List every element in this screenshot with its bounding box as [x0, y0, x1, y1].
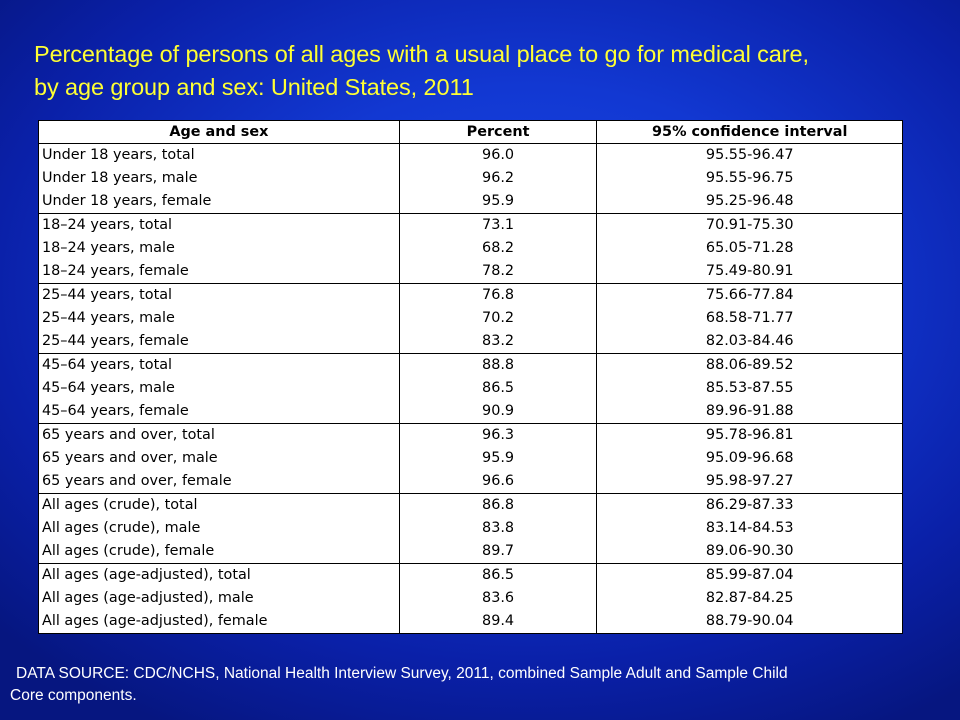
- data-table: Age and sex Percent 95% confidence inter…: [38, 120, 903, 634]
- table-row: Under 18 years, total 96.0 95.55-96.47: [38, 143, 903, 167]
- cell-confidence-interval: 89.96-91.88: [596, 400, 903, 424]
- column-header-age-and-sex: Age and sex: [38, 120, 400, 144]
- cell-percent: 96.3: [398, 423, 598, 447]
- table-row: 65 years and over, total 96.3 95.78-96.81: [38, 423, 903, 447]
- cell-age-and-sex: 45–64 years, total: [38, 353, 400, 377]
- cell-age-and-sex: 45–64 years, female: [38, 400, 400, 424]
- cell-percent: 95.9: [398, 190, 598, 214]
- table-row: All ages (crude), male 83.8 83.14-84.53: [38, 517, 903, 540]
- cell-age-and-sex: 25–44 years, male: [38, 307, 400, 330]
- table-row: 45–64 years, total 88.8 88.06-89.52: [38, 353, 903, 377]
- table-row: All ages (crude), female 89.7 89.06-90.30: [38, 540, 903, 564]
- cell-percent: 68.2: [398, 237, 598, 260]
- cell-age-and-sex: All ages (crude), male: [38, 517, 400, 540]
- slide-title-line-2: by age group and sex: United States, 201…: [34, 74, 474, 100]
- cell-age-and-sex: All ages (age-adjusted), total: [38, 563, 400, 587]
- table-row: 45–64 years, male 86.5 85.53-87.55: [38, 377, 903, 400]
- cell-percent: 83.6: [398, 587, 598, 610]
- cell-confidence-interval: 65.05-71.28: [596, 237, 903, 260]
- cell-percent: 76.8: [398, 283, 598, 307]
- cell-confidence-interval: 95.25-96.48: [596, 190, 903, 214]
- data-source-line-2: Core components.: [10, 687, 137, 704]
- cell-confidence-interval: 95.09-96.68: [596, 447, 903, 470]
- cell-age-and-sex: 25–44 years, female: [38, 330, 400, 354]
- cell-percent: 70.2: [398, 307, 598, 330]
- cell-confidence-interval: 95.55-96.47: [596, 143, 903, 167]
- cell-percent: 86.5: [398, 377, 598, 400]
- cell-confidence-interval: 95.55-96.75: [596, 167, 903, 190]
- cell-confidence-interval: 70.91-75.30: [596, 213, 903, 237]
- table-row: Under 18 years, male 96.2 95.55-96.75: [38, 167, 903, 190]
- slide-title: Percentage of persons of all ages with a…: [34, 38, 934, 104]
- cell-age-and-sex: 65 years and over, total: [38, 423, 400, 447]
- column-header-confidence-interval: 95% confidence interval: [596, 120, 903, 144]
- cell-percent: 90.9: [398, 400, 598, 424]
- table-row: All ages (crude), total 86.8 86.29-87.33: [38, 493, 903, 517]
- cell-age-and-sex: 18–24 years, male: [38, 237, 400, 260]
- cell-confidence-interval: 88.06-89.52: [596, 353, 903, 377]
- column-header-percent: Percent: [398, 120, 598, 144]
- cell-age-and-sex: All ages (age-adjusted), female: [38, 610, 400, 634]
- data-source-line-1: DATA SOURCE: CDC/NCHS, National Health I…: [16, 665, 788, 682]
- cell-percent: 88.8: [398, 353, 598, 377]
- table-row: 18–24 years, female 78.2 75.49-80.91: [38, 260, 903, 284]
- cell-age-and-sex: Under 18 years, female: [38, 190, 400, 214]
- table-row: 18–24 years, male 68.2 65.05-71.28: [38, 237, 903, 260]
- cell-age-and-sex: 65 years and over, male: [38, 447, 400, 470]
- cell-confidence-interval: 68.58-71.77: [596, 307, 903, 330]
- slide-title-line-1: Percentage of persons of all ages with a…: [34, 41, 809, 67]
- cell-age-and-sex: All ages (age-adjusted), male: [38, 587, 400, 610]
- cell-percent: 83.8: [398, 517, 598, 540]
- cell-confidence-interval: 85.99-87.04: [596, 563, 903, 587]
- cell-percent: 96.2: [398, 167, 598, 190]
- cell-confidence-interval: 83.14-84.53: [596, 517, 903, 540]
- cell-confidence-interval: 75.66-77.84: [596, 283, 903, 307]
- cell-confidence-interval: 75.49-80.91: [596, 260, 903, 284]
- cell-confidence-interval: 89.06-90.30: [596, 540, 903, 564]
- cell-percent: 96.0: [398, 143, 598, 167]
- table-row: All ages (age-adjusted), male 83.6 82.87-8…: [38, 587, 903, 610]
- cell-confidence-interval: 82.03-84.46: [596, 330, 903, 354]
- cell-percent: 96.6: [398, 470, 598, 494]
- cell-age-and-sex: Under 18 years, total: [38, 143, 400, 167]
- cell-confidence-interval: 82.87-84.25: [596, 587, 903, 610]
- table-row: 18–24 years, total 73.1 70.91-75.30: [38, 213, 903, 237]
- table-row: All ages (age-adjusted), female 89.4 88.79…: [38, 610, 903, 634]
- cell-percent: 89.4: [398, 610, 598, 634]
- table-body: Under 18 years, total 96.0 95.55-96.47 Unde…: [38, 143, 903, 634]
- cell-percent: 86.8: [398, 493, 598, 517]
- cell-age-and-sex: All ages (crude), total: [38, 493, 400, 517]
- cell-age-and-sex: 18–24 years, female: [38, 260, 400, 284]
- cell-percent: 89.7: [398, 540, 598, 564]
- cell-confidence-interval: 88.79-90.04: [596, 610, 903, 634]
- table-row: All ages (age-adjusted), total 86.5 85.99-…: [38, 563, 903, 587]
- table-row: 25–44 years, male 70.2 68.58-71.77: [38, 307, 903, 330]
- cell-age-and-sex: Under 18 years, male: [38, 167, 400, 190]
- cell-percent: 78.2: [398, 260, 598, 284]
- cell-age-and-sex: All ages (crude), female: [38, 540, 400, 564]
- table-row: 45–64 years, female 90.9 89.96-91.88: [38, 400, 903, 424]
- table-row: 65 years and over, male 95.9 95.09-96.68: [38, 447, 903, 470]
- cell-age-and-sex: 45–64 years, male: [38, 377, 400, 400]
- cell-percent: 73.1: [398, 213, 598, 237]
- cell-age-and-sex: 18–24 years, total: [38, 213, 400, 237]
- table-row: 65 years and over, female 96.6 95.98-97.27: [38, 470, 903, 494]
- cell-age-and-sex: 65 years and over, female: [38, 470, 400, 494]
- table-row: 25–44 years, total 76.8 75.66-77.84: [38, 283, 903, 307]
- cell-confidence-interval: 95.78-96.81: [596, 423, 903, 447]
- data-source-note: DATA SOURCE: CDC/NCHS, National Health I…: [10, 663, 950, 707]
- cell-confidence-interval: 86.29-87.33: [596, 493, 903, 517]
- cell-confidence-interval: 85.53-87.55: [596, 377, 903, 400]
- cell-percent: 83.2: [398, 330, 598, 354]
- table-row: 25–44 years, female 83.2 82.03-84.46: [38, 330, 903, 354]
- cell-age-and-sex: 25–44 years, total: [38, 283, 400, 307]
- cell-percent: 95.9: [398, 447, 598, 470]
- cell-percent: 86.5: [398, 563, 598, 587]
- table-row: Under 18 years, female 95.9 95.25-96.48: [38, 190, 903, 214]
- cell-confidence-interval: 95.98-97.27: [596, 470, 903, 494]
- table-header-row: Age and sex Percent 95% confidence inter…: [38, 120, 903, 144]
